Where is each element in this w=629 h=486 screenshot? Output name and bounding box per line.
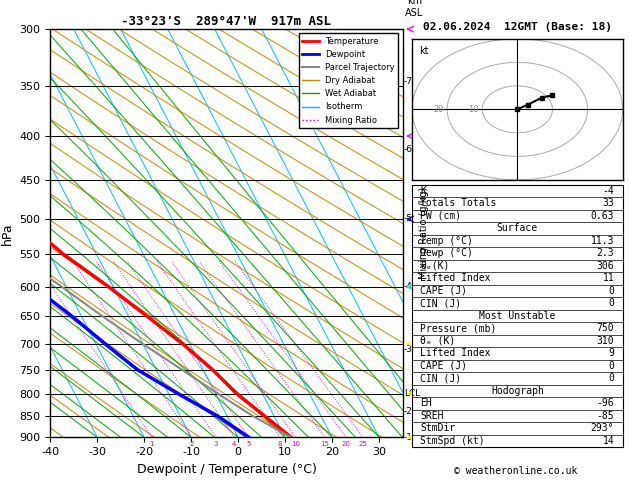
Text: 20: 20 — [433, 105, 443, 114]
Text: 3: 3 — [214, 441, 218, 447]
Y-axis label: hPa: hPa — [1, 222, 14, 244]
Text: -85: -85 — [597, 411, 615, 421]
Text: 15: 15 — [320, 441, 329, 447]
Text: Totals Totals: Totals Totals — [420, 198, 497, 208]
Text: -6: -6 — [404, 145, 413, 154]
Text: K: K — [420, 186, 426, 196]
Text: 02.06.2024  12GMT (Base: 18): 02.06.2024 12GMT (Base: 18) — [423, 22, 612, 32]
Text: SREH: SREH — [420, 411, 444, 421]
Text: 750: 750 — [597, 323, 615, 333]
Text: 0: 0 — [608, 286, 615, 296]
Text: 0: 0 — [608, 373, 615, 383]
Text: EH: EH — [420, 399, 432, 408]
Text: Pressure (mb): Pressure (mb) — [420, 323, 497, 333]
Text: CAPE (J): CAPE (J) — [420, 361, 467, 371]
Text: CAPE (J): CAPE (J) — [420, 286, 467, 296]
Text: 306: 306 — [597, 261, 615, 271]
Text: -4: -4 — [404, 282, 413, 291]
Text: -3: -3 — [404, 345, 413, 354]
X-axis label: Dewpoint / Temperature (°C): Dewpoint / Temperature (°C) — [136, 463, 316, 476]
Legend: Temperature, Dewpoint, Parcel Trajectory, Dry Adiabat, Wet Adiabat, Isotherm, Mi: Temperature, Dewpoint, Parcel Trajectory… — [299, 34, 398, 128]
Text: -2: -2 — [404, 407, 413, 417]
Text: 8: 8 — [278, 441, 282, 447]
Text: -4: -4 — [603, 186, 615, 196]
Text: 10: 10 — [468, 105, 479, 114]
Text: 0: 0 — [608, 298, 615, 309]
Text: 1: 1 — [150, 441, 154, 447]
Text: Temp (°C): Temp (°C) — [420, 236, 473, 246]
Text: 14: 14 — [603, 436, 615, 446]
Text: km
ASL: km ASL — [405, 0, 423, 18]
Text: Most Unstable: Most Unstable — [479, 311, 555, 321]
Text: -1: -1 — [404, 433, 413, 442]
Text: Lifted Index: Lifted Index — [420, 274, 491, 283]
Text: Dewp (°C): Dewp (°C) — [420, 248, 473, 259]
Text: 11: 11 — [603, 274, 615, 283]
Text: θₑ (K): θₑ (K) — [420, 336, 455, 346]
Text: -5: -5 — [404, 214, 413, 224]
Text: © weatheronline.co.uk: © weatheronline.co.uk — [454, 466, 577, 476]
Text: 10: 10 — [291, 441, 300, 447]
Text: Mixing Ratio (g/kg): Mixing Ratio (g/kg) — [419, 187, 429, 279]
Text: θₑ(K): θₑ(K) — [420, 261, 450, 271]
Text: kt: kt — [419, 46, 428, 56]
Text: CIN (J): CIN (J) — [420, 373, 462, 383]
Text: 20: 20 — [342, 441, 350, 447]
Title: -33°23'S  289°47'W  917m ASL: -33°23'S 289°47'W 917m ASL — [121, 15, 331, 28]
Text: PW (cm): PW (cm) — [420, 211, 462, 221]
Text: 4: 4 — [232, 441, 237, 447]
Text: CIN (J): CIN (J) — [420, 298, 462, 309]
Text: Surface: Surface — [497, 224, 538, 233]
Text: 310: 310 — [597, 336, 615, 346]
Text: 33: 33 — [603, 198, 615, 208]
Text: 9: 9 — [608, 348, 615, 358]
Text: 293°: 293° — [591, 423, 615, 434]
Text: StmDir: StmDir — [420, 423, 455, 434]
Text: 5: 5 — [247, 441, 251, 447]
Text: Hodograph: Hodograph — [491, 386, 544, 396]
Text: 2: 2 — [189, 441, 194, 447]
Text: 2.3: 2.3 — [597, 248, 615, 259]
Text: -96: -96 — [597, 399, 615, 408]
Text: 25: 25 — [359, 441, 367, 447]
Text: -7: -7 — [404, 77, 413, 86]
Text: LCL: LCL — [404, 389, 420, 398]
Text: StmSpd (kt): StmSpd (kt) — [420, 436, 485, 446]
Text: 0: 0 — [608, 361, 615, 371]
Text: 0.63: 0.63 — [591, 211, 615, 221]
Text: 11.3: 11.3 — [591, 236, 615, 246]
Text: Lifted Index: Lifted Index — [420, 348, 491, 358]
